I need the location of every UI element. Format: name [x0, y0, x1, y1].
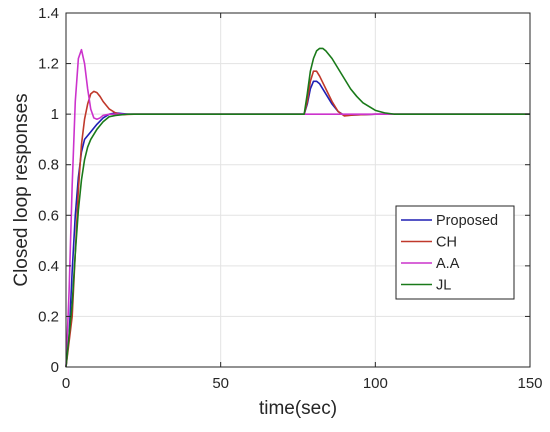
y-tick-label: 0.2 [38, 308, 59, 325]
plot-area-frame [65, 12, 531, 368]
y-tick-label: 0.8 [38, 157, 59, 174]
x-tick-labels: 0 50 100 150 [62, 375, 543, 392]
grid [65, 12, 531, 368]
y-axis-label: Closed loop responses [11, 93, 32, 286]
legend-entry: A.A [436, 256, 460, 272]
legend: Proposed CH A.A JL [395, 205, 515, 300]
x-tick-label: 0 [62, 375, 70, 392]
y-tick-label: 0.6 [38, 207, 59, 224]
y-tick-label: 0 [51, 359, 59, 376]
x-axis-label: time(sec) [259, 398, 337, 419]
legend-entry: Proposed [436, 213, 498, 229]
legend-entry: JL [436, 278, 451, 294]
series-line-a-a [65, 48, 530, 368]
series-line-jl [65, 47, 530, 368]
x-tick-label: 100 [363, 375, 388, 392]
y-tick-label: 1.4 [38, 5, 59, 22]
x-tick-label: 50 [212, 375, 229, 392]
y-tick-label: 0.4 [38, 258, 59, 275]
y-tick-label: 1.2 [38, 56, 59, 73]
y-tick-labels: 0 0.2 0.4 0.6 0.8 1 1.2 1.4 [38, 5, 59, 376]
legend-box [395, 205, 515, 300]
y-tick-label: 1 [51, 106, 59, 123]
legend-entry: CH [436, 235, 457, 251]
series-lines [65, 47, 530, 368]
x-tick-label: 150 [517, 375, 542, 392]
tick-marks [65, 12, 531, 368]
